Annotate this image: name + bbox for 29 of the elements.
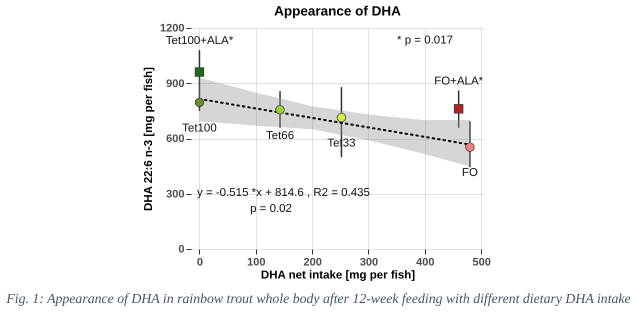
y-tick-label: 300 xyxy=(166,188,184,200)
legend-label: Tet100+ALA* xyxy=(166,35,234,48)
series-label: Tet100 xyxy=(182,122,217,134)
annotation: y = -0.515 *x + 814.6 , R2 = 0.435 xyxy=(197,187,370,200)
x-axis-title: DHA net intake [mg per fish] xyxy=(260,270,416,282)
point xyxy=(194,67,204,77)
point xyxy=(336,112,346,122)
point xyxy=(465,142,475,152)
x-tick-label: 200 xyxy=(303,256,322,268)
x-tick-label: 100 xyxy=(247,256,266,268)
annotation: p = 0.02 xyxy=(250,203,292,216)
point xyxy=(194,98,204,108)
x-tick-label: 0 xyxy=(196,256,204,268)
x-tick-label: 400 xyxy=(416,256,435,268)
y-tick-label: 600 xyxy=(166,133,184,145)
annotation: * p = 0.017 xyxy=(397,34,453,47)
y-axis-title: DHA 22:6 n-3 [mg per fish] xyxy=(143,66,156,211)
x-tick-label: 300 xyxy=(360,256,378,268)
y-tick-label: 1200 xyxy=(160,22,184,34)
point xyxy=(454,104,464,114)
y-tick-label: 900 xyxy=(166,78,184,90)
x-tick-label: 500 xyxy=(472,256,491,268)
series-label: FO xyxy=(462,167,478,180)
point xyxy=(275,105,285,114)
caption: Fig. 1: Appearance of DHA in rainbow trout whole body after 12-week feeding with different dietary DHA intake xyxy=(5,290,632,308)
text: FO+ALA* xyxy=(434,75,484,88)
series-label: Tet66 xyxy=(266,130,294,142)
chart-title: Appearance of DHA xyxy=(274,4,402,18)
y-tick-label: 0 xyxy=(178,244,184,256)
